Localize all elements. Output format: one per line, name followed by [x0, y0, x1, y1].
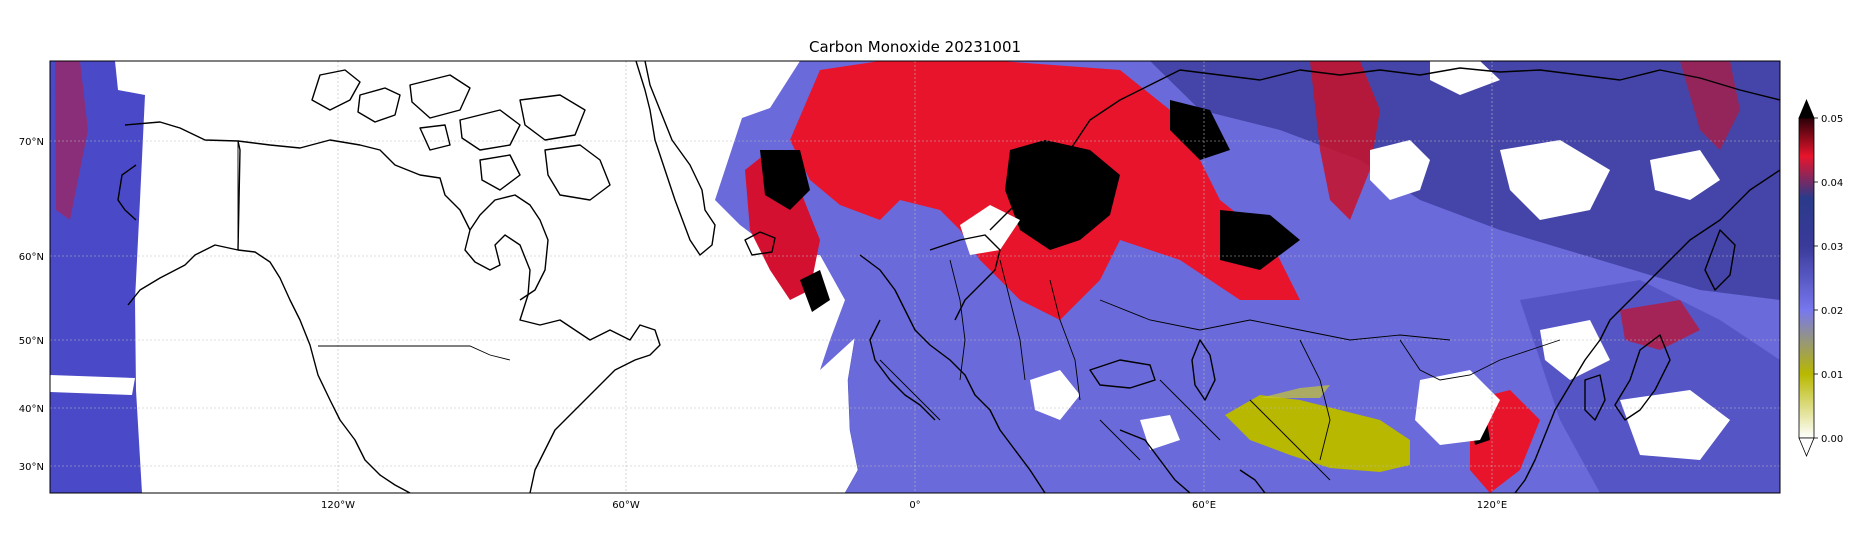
colorbar-gradient	[1798, 117, 1815, 439]
map-title: Carbon Monoxide 20231001	[809, 38, 1021, 56]
black-core-2	[1170, 100, 1230, 160]
eurasia-navy-band	[1150, 61, 1780, 300]
cloud-gap-siberia-2	[1500, 140, 1610, 220]
map-frame	[49, 60, 1781, 494]
swath-west-edge	[844, 337, 859, 493]
lat-label: 70°N	[19, 137, 44, 148]
cloud-gap-arabia	[1140, 415, 1180, 450]
colorbar-extend-max	[1798, 98, 1815, 119]
map-panel	[50, 61, 1780, 493]
black-core-4	[760, 150, 810, 210]
eastsiberia-red	[1680, 61, 1740, 150]
black-core-3	[1220, 210, 1300, 270]
colorbar-tick: 0.03	[1821, 242, 1843, 253]
ural-red-plume	[1310, 61, 1380, 220]
colorbar-tick: 0.04	[1821, 178, 1843, 189]
colorbar: 0.05 0.04 0.03 0.02 0.01 0.00	[1798, 98, 1843, 458]
lon-label: 0°	[909, 500, 920, 511]
lat-label: 40°N	[19, 404, 44, 415]
cloud-gap-china-2	[1540, 320, 1610, 380]
lat-labels: 70°N 60°N 50°N 40°N 30°N	[19, 137, 44, 473]
colorbar-tick: 0.00	[1821, 434, 1843, 445]
lon-label: 60°W	[612, 500, 640, 511]
lon-label: 120°W	[321, 500, 355, 511]
country-borders	[237, 141, 1561, 481]
tibet-plateau-streak	[1260, 385, 1330, 398]
cloud-gap-mideast	[1030, 370, 1080, 420]
cloud-gap-pacific	[1620, 390, 1730, 460]
western-strip-hot	[55, 61, 88, 220]
colorbar-tick: 0.05	[1821, 114, 1843, 125]
black-core-1	[1005, 140, 1120, 250]
graticule	[50, 61, 1780, 493]
tibet-plateau-low	[1225, 395, 1410, 472]
colorbar-tick: 0.02	[1821, 306, 1843, 317]
lon-label: 60°E	[1192, 500, 1216, 511]
lon-label: 120°E	[1477, 500, 1507, 511]
western-strip-gap	[50, 375, 135, 395]
lon-labels: 120°W 60°W 0° 60°E 120°E	[321, 500, 1507, 511]
coastlines	[117, 61, 1780, 493]
colorbar-extend-min	[1798, 437, 1815, 458]
cloud-gap-china	[1415, 370, 1500, 445]
lat-label: 60°N	[19, 252, 44, 263]
colorbar-tick: 0.01	[1821, 370, 1843, 381]
atlantic-red-plume	[745, 150, 820, 300]
cloud-gap-siberia-3	[1650, 150, 1720, 200]
manchuria-red	[1620, 300, 1700, 350]
black-core-5	[800, 270, 830, 312]
lat-label: 50°N	[19, 336, 44, 347]
cloud-gap-siberia-1	[1370, 140, 1430, 200]
lat-label: 30°N	[19, 462, 44, 473]
